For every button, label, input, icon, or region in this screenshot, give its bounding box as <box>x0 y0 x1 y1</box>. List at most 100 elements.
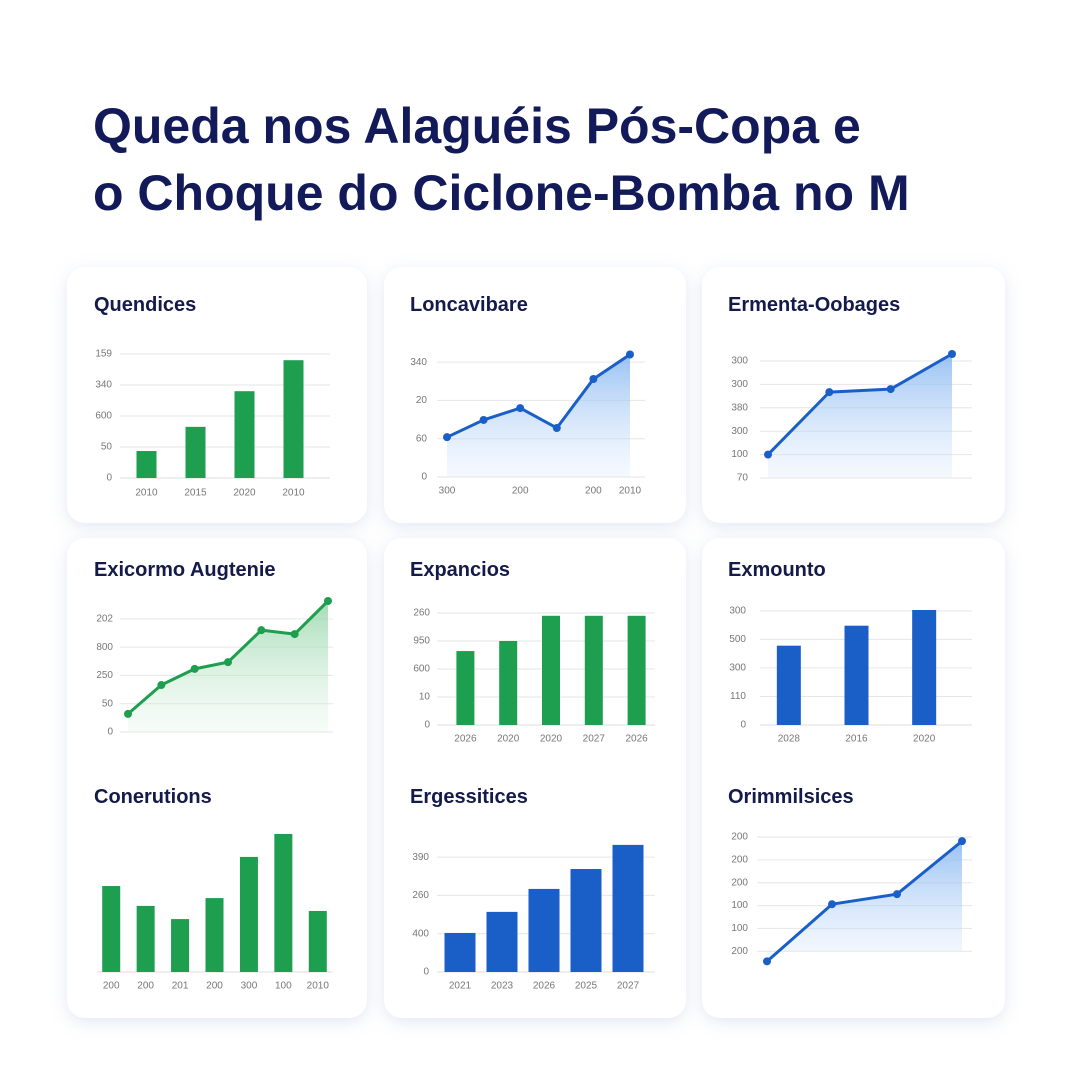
point <box>828 900 836 909</box>
y-tick-label: 110 <box>730 691 746 702</box>
x-tick-label: 2026 <box>533 981 556 992</box>
chart-title: Quendices <box>94 294 196 316</box>
x-tick-label: 2020 <box>233 488 256 499</box>
y-tick-label: 340 <box>410 357 427 368</box>
chart-title: Exmounto <box>728 559 826 581</box>
point <box>589 374 598 383</box>
point <box>893 890 901 899</box>
x-tick-label: 2026 <box>625 734 648 745</box>
y-tick-label: 50 <box>102 698 114 709</box>
bar <box>239 856 258 972</box>
point <box>552 423 561 432</box>
y-tick-label: 100 <box>731 900 748 911</box>
y-tick-label: 500 <box>729 634 746 645</box>
y-tick-label: 159 <box>95 349 112 360</box>
x-tick-label: 2010 <box>619 486 642 497</box>
point <box>958 837 966 846</box>
x-tick-label: 2010 <box>307 981 330 992</box>
x-tick-label: 300 <box>241 981 258 992</box>
y-tick-label: 20 <box>416 395 428 406</box>
bar <box>499 641 518 725</box>
x-tick-label: 200 <box>585 486 602 497</box>
y-tick-label: 300 <box>729 663 746 674</box>
y-tick-label: 600 <box>95 411 112 422</box>
bar <box>234 391 255 478</box>
x-tick-label: 201 <box>172 981 189 992</box>
bar <box>283 360 304 478</box>
y-tick-label: 340 <box>95 380 112 391</box>
point <box>190 664 199 673</box>
x-tick-label: 2020 <box>913 734 936 745</box>
area <box>128 601 328 732</box>
x-tick-label: 2020 <box>540 734 563 745</box>
y-tick-label: 950 <box>413 636 430 647</box>
x-tick-label: 2016 <box>845 734 868 745</box>
x-tick-label: 200 <box>103 981 120 992</box>
bar <box>627 615 646 725</box>
bar <box>486 911 518 972</box>
y-tick-label: 70 <box>737 473 749 484</box>
x-tick-label: 2015 <box>184 488 207 499</box>
point <box>479 415 488 424</box>
x-tick-label: 100 <box>275 981 292 992</box>
bar <box>584 615 603 725</box>
y-tick-label: 260 <box>412 890 429 901</box>
bar <box>136 905 155 972</box>
y-tick-label: 0 <box>106 473 112 484</box>
point <box>825 388 834 397</box>
page-title: Queda nos Alaguéis Pós-Copa e <box>93 98 861 154</box>
page-title: o Choque do Ciclone-Bomba no M <box>93 165 910 221</box>
bar <box>542 615 560 725</box>
y-tick-label: 300 <box>731 426 748 437</box>
chart-title: Loncavibare <box>410 294 528 316</box>
point <box>763 957 771 966</box>
y-tick-label: 50 <box>101 442 113 453</box>
x-tick-label: 200 <box>206 981 223 992</box>
y-tick-label: 10 <box>419 692 431 703</box>
chart-title: Expancios <box>410 559 510 581</box>
y-tick-label: 390 <box>412 852 429 863</box>
x-tick-label: 200 <box>137 981 154 992</box>
y-tick-label: 100 <box>731 923 748 934</box>
bar <box>612 844 644 972</box>
y-tick-label: 100 <box>731 449 748 460</box>
bar <box>570 869 602 972</box>
point <box>257 626 266 635</box>
x-tick-label: 2027 <box>583 734 606 745</box>
x-tick-label: 2026 <box>454 734 477 745</box>
point <box>324 597 332 605</box>
y-tick-label: 200 <box>731 832 748 843</box>
area <box>768 354 952 478</box>
y-tick-label: 0 <box>740 720 746 731</box>
y-tick-label: 0 <box>424 720 430 731</box>
chart-title: Conerutions <box>94 786 212 808</box>
line <box>446 353 631 439</box>
x-tick-label: 300 <box>439 486 456 497</box>
y-tick-label: 200 <box>731 877 748 888</box>
point <box>948 350 956 358</box>
y-tick-label: 600 <box>413 664 430 675</box>
bar <box>171 919 190 972</box>
bar <box>102 886 121 972</box>
y-tick-label: 60 <box>416 433 428 444</box>
x-tick-label: 2023 <box>491 981 514 992</box>
bar <box>185 426 206 478</box>
y-tick-label: 200 <box>731 854 748 865</box>
bar <box>844 625 869 725</box>
x-tick-label: 2027 <box>617 981 640 992</box>
bar <box>136 451 157 478</box>
bar <box>456 651 475 725</box>
y-tick-label: 202 <box>96 613 113 624</box>
point <box>886 385 895 394</box>
line <box>766 839 963 963</box>
bar <box>274 833 293 972</box>
point <box>626 350 634 359</box>
x-tick-label: 2020 <box>497 734 520 745</box>
y-tick-label: 250 <box>96 670 113 681</box>
y-tick-label: 0 <box>423 967 429 978</box>
x-tick-label: 2010 <box>282 488 305 499</box>
bar <box>205 898 224 972</box>
x-tick-label: 2025 <box>575 981 598 992</box>
line <box>766 352 953 456</box>
